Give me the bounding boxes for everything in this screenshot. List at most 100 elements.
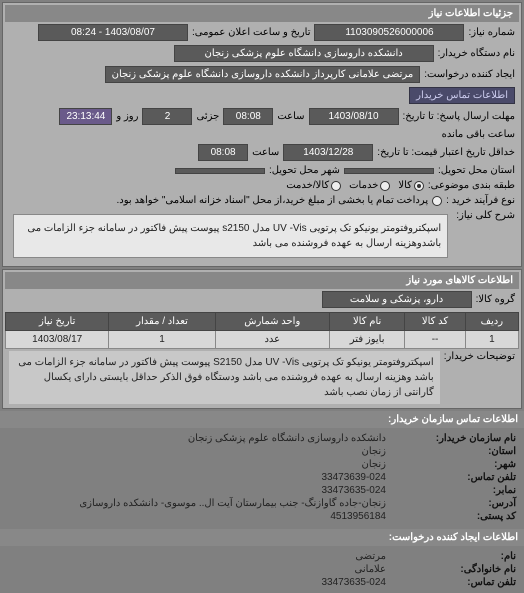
row-package: طبقه بندی موضوعی: کالا خدمات کالا/خدمت	[5, 178, 519, 193]
table-header: ردیف	[465, 313, 518, 331]
delivery-city-value	[175, 168, 265, 174]
items-table: ردیفکد کالانام کالاواحد شمارشتعداد / مقد…	[5, 312, 519, 349]
process-radio-circle	[432, 196, 442, 206]
radio-khadamat[interactable]: خدمات	[349, 180, 390, 191]
delivery-state-label: استان محل تحویل:	[438, 165, 515, 176]
cb-fax-value: 33473635-024	[321, 485, 386, 496]
row-request-no: شماره نیاز: 1103090526000006 تاریخ و ساع…	[5, 22, 519, 43]
buyer-name-label: نام دستگاه خریدار:	[438, 48, 515, 59]
table-cell: --	[405, 331, 465, 349]
general-label: شرح کلی نیاز:	[456, 210, 515, 221]
row-delivery-state: استان محل تحویل: شهر محل تحویل:	[5, 163, 519, 178]
row-validity-to: خداقل تاریخ اعتبار قیمت: تا تاریخ: 1403/…	[5, 142, 519, 163]
radio-khadamat-label: خدمات	[349, 180, 378, 191]
radio-kala-label: کالا	[398, 180, 412, 191]
cb-city-label: شهر:	[386, 459, 516, 470]
deadline-from-date: 1403/08/10	[309, 108, 399, 125]
delivery-state-value	[344, 168, 434, 174]
requester-label: ایجاد کننده درخواست:	[424, 69, 515, 80]
time-label-2: ساعت	[252, 147, 279, 158]
cb-fax-label: نمابر:	[386, 485, 516, 496]
announce-label: تاریخ و ساعت اعلان عمومی:	[192, 27, 311, 38]
contact-buyer-section: نام سازمان خریدار:دانشکده داروسازی دانشگ…	[0, 428, 524, 527]
row-general: شرح کلی نیاز: اسپکتروفتومتر یونیکو تک پر…	[5, 208, 519, 264]
validity-to-label: خداقل تاریخ اعتبار قیمت: تا تاریخ:	[377, 147, 515, 158]
table-row[interactable]: 1--بایوز فترعدد11403/08/17	[6, 331, 519, 349]
announce-value: 1403/08/07 - 08:24	[38, 24, 188, 41]
panel-title: جزئیات اطلاعات نیاز	[5, 5, 519, 22]
deadline-from-label: مهلت ارسال پاسخ: تا تاریخ:	[403, 111, 515, 122]
row-process: نوع فرآیند خرید : پرداخت تمام یا بخشی از…	[5, 193, 519, 208]
radio-kala-circle	[414, 181, 424, 191]
delivery-city-label: شهر محل تحویل:	[269, 165, 340, 176]
cb-state-label: استان:	[386, 446, 516, 457]
items-panel-title: اطلاعات کالاهای مورد نیاز	[5, 272, 519, 289]
radio-kala[interactable]: کالا	[398, 180, 424, 191]
cb-phone-value: 33473639-024	[321, 472, 386, 483]
group-value: دارو، پزشکی و سلامت	[322, 291, 472, 308]
radio-khadamat-circle	[380, 181, 390, 191]
table-cell: 1	[109, 331, 215, 349]
cr-phone-label: تلفن تماس:	[386, 577, 516, 588]
validity-to-date: 1403/12/28	[283, 144, 373, 161]
cb-postal-label: کد پستی:	[386, 511, 516, 522]
deadline-from-time: 08:08	[223, 108, 273, 125]
process-label: نوع فرآیند خرید :	[446, 195, 515, 206]
remaining-value: 23:13:44	[59, 108, 112, 125]
row-requester: ایجاد کننده درخواست: مرتضی علامانی کارپر…	[5, 64, 519, 106]
contact-requester-section: نام:مرتضی نام خانوادگی:علامانی تلفن تماس…	[0, 546, 524, 593]
general-desc: اسپکتروفتومتر یونیکو تک پرتویی UV -Vis م…	[13, 214, 448, 258]
time-label-1: ساعت	[277, 111, 304, 122]
notes-label: توضیحات خریدار:	[444, 351, 515, 362]
cb-address-label: آدرس:	[386, 498, 516, 509]
cr-name-value: مرتضی	[355, 551, 386, 562]
days-value: 2	[142, 108, 192, 125]
table-cell: عدد	[215, 331, 329, 349]
cb-state-value: زنجان	[362, 446, 386, 457]
radio-both-circle	[331, 181, 341, 191]
cr-family-value: علامانی	[355, 564, 386, 575]
table-header: نام کالا	[329, 313, 405, 331]
days-label: روز و	[116, 111, 138, 122]
validity-to-time: 08:08	[198, 144, 248, 161]
row-deadline-from: مهلت ارسال پاسخ: تا تاریخ: 1403/08/10 سا…	[5, 106, 519, 142]
contact-requester-title: اطلاعات ایجاد کننده درخواست:	[0, 529, 524, 546]
need-details-panel: جزئیات اطلاعات نیاز شماره نیاز: 11030905…	[2, 2, 522, 267]
radio-both-label: کالا/خدمت	[286, 180, 329, 191]
buyer-name-value: دانشکده داروسازی دانشگاه علوم پزشکی زنجا…	[174, 45, 434, 62]
process-note: پرداخت تمام یا بخشی از مبلغ خرید،از محل …	[117, 195, 429, 206]
partial-label: جزئی	[196, 111, 219, 122]
process-radio[interactable]	[432, 196, 442, 206]
buyer-contact-link[interactable]: اطلاعات تماس خریدار	[409, 87, 515, 104]
notes-value: اسپکتروفتومتر یونیکو تک پرتویی UV -Vis م…	[9, 351, 440, 404]
table-cell: 1403/08/17	[6, 331, 109, 349]
cb-org-value: دانشکده داروسازی دانشگاه علوم پزشکی زنجا…	[188, 433, 386, 444]
package-label: طبقه بندی موضوعی:	[428, 180, 515, 191]
cb-phone-label: تلفن تماس:	[386, 472, 516, 483]
row-buyer-name: نام دستگاه خریدار: دانشکده داروسازی دانش…	[5, 43, 519, 64]
package-radio-group: کالا خدمات کالا/خدمت	[286, 180, 424, 191]
table-header: کد کالا	[405, 313, 465, 331]
table-header: واحد شمارش	[215, 313, 329, 331]
cr-phone-value: 33473635-024	[321, 577, 386, 588]
cb-org-label: نام سازمان خریدار:	[386, 433, 516, 444]
request-no-label: شماره نیاز:	[468, 27, 515, 38]
cb-city-value: زنجان	[362, 459, 386, 470]
row-group: گروه کالا: دارو، پزشکی و سلامت	[5, 289, 519, 310]
remaining-label: ساعت باقی مانده	[442, 129, 515, 140]
cb-address-value: زنجان-جاده گاوازنگ- جنب بیمارستان آیت ال…	[79, 498, 386, 509]
table-cell: بایوز فتر	[329, 331, 405, 349]
cr-name-label: نام:	[386, 551, 516, 562]
group-label: گروه کالا:	[476, 294, 515, 305]
cr-family-label: نام خانوادگی:	[386, 564, 516, 575]
table-header: تاریخ نیاز	[6, 313, 109, 331]
cb-postal-value: 4513956184	[330, 511, 386, 522]
row-notes: توضیحات خریدار: اسپکتروفتومتر یونیکو تک …	[5, 349, 519, 406]
contact-buyer-title: اطلاعات تماس سازمان خریدار:	[0, 411, 524, 428]
radio-both[interactable]: کالا/خدمت	[286, 180, 341, 191]
request-no-value: 1103090526000006	[314, 24, 464, 41]
items-panel: اطلاعات کالاهای مورد نیاز گروه کالا: دار…	[2, 269, 522, 409]
table-header: تعداد / مقدار	[109, 313, 215, 331]
requester-value: مرتضی علامانی کارپرداز دانشکده داروسازی …	[105, 66, 421, 83]
table-cell: 1	[465, 331, 518, 349]
